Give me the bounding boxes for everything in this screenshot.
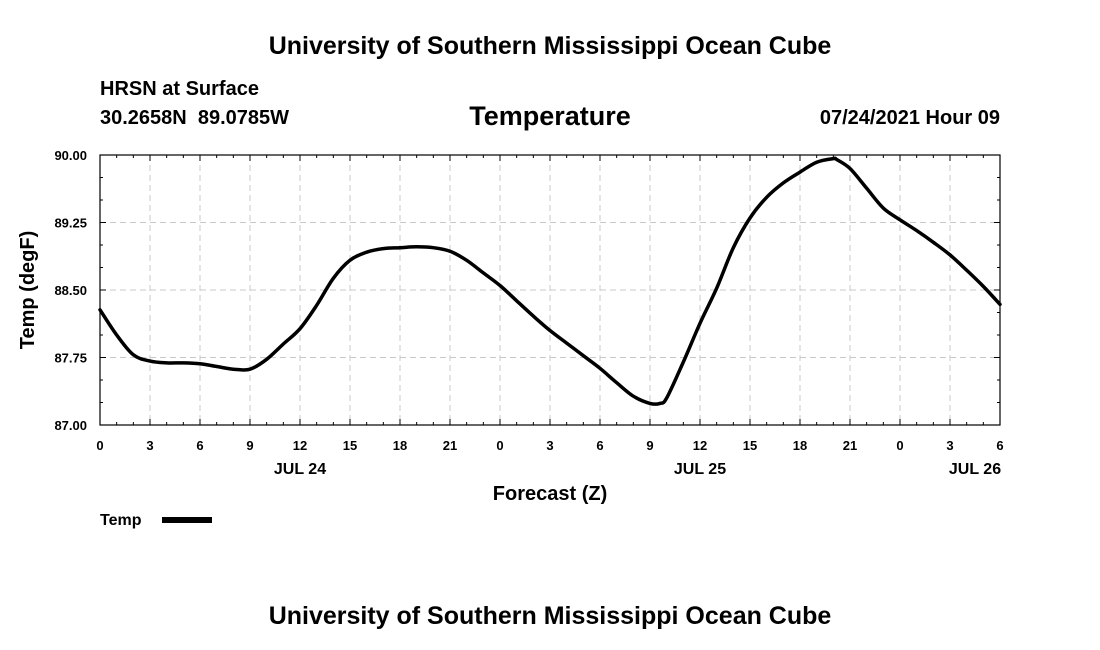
date-label: JUL 24 xyxy=(274,461,326,478)
x-tick-label: 6 xyxy=(196,438,203,453)
x-tick-label: 15 xyxy=(743,438,757,453)
grid xyxy=(100,155,1000,425)
forecast-datetime: 07/24/2021 Hour 09 xyxy=(820,107,1000,129)
x-tick-label: 12 xyxy=(293,438,307,453)
y-tick-label: 87.00 xyxy=(54,418,87,433)
y-tick-label: 89.25 xyxy=(54,216,87,231)
legend-label-temp: Temp xyxy=(100,512,142,529)
chart-title-bottom: University of Southern Mississippi Ocean… xyxy=(269,602,832,630)
x-tick-label: 9 xyxy=(646,438,653,453)
y-axis-label: Temp (degF) xyxy=(17,231,39,350)
plot-frame xyxy=(99,154,1001,426)
y-tick-label: 90.00 xyxy=(54,148,87,163)
x-tick-label: 0 xyxy=(896,438,903,453)
station-name: HRSN at Surface xyxy=(100,78,259,100)
y-tick-label: 88.50 xyxy=(54,283,87,298)
x-tick-label: 6 xyxy=(596,438,603,453)
x-tick-label: 21 xyxy=(443,438,457,453)
x-tick-label: 21 xyxy=(843,438,857,453)
x-tick-label: 0 xyxy=(96,438,103,453)
x-tick-label: 3 xyxy=(946,438,953,453)
axis-ticks: 0 3 6 9 12 15 18 21 0 3 6 9 12 15 18 21 0 3 6 87.00 87.75 88.… xyxy=(54,148,1003,478)
x-tick-label: 6 xyxy=(996,438,1003,453)
date-label: JUL 25 xyxy=(674,461,726,478)
x-tick-label: 9 xyxy=(246,438,253,453)
series-line-temp xyxy=(98,156,1002,406)
series-layer xyxy=(98,156,1002,406)
x-axis-label: Forecast (Z) xyxy=(493,483,607,505)
date-label: JUL 26 xyxy=(949,461,1001,478)
y-tick-label: 87.75 xyxy=(54,351,87,366)
chart-title-top: University of Southern Mississippi Ocean… xyxy=(269,32,832,60)
variable-title: Temperature xyxy=(469,101,631,131)
legend: Temp xyxy=(100,512,212,529)
station-coordinates: 30.2658N 89.0785W xyxy=(100,107,289,129)
x-tick-label: 18 xyxy=(393,438,407,453)
x-tick-label: 3 xyxy=(146,438,153,453)
x-tick-label: 3 xyxy=(546,438,553,453)
x-tick-label: 12 xyxy=(693,438,707,453)
x-tick-label: 0 xyxy=(496,438,503,453)
x-tick-label: 15 xyxy=(343,438,357,453)
x-tick-label: 18 xyxy=(793,438,807,453)
